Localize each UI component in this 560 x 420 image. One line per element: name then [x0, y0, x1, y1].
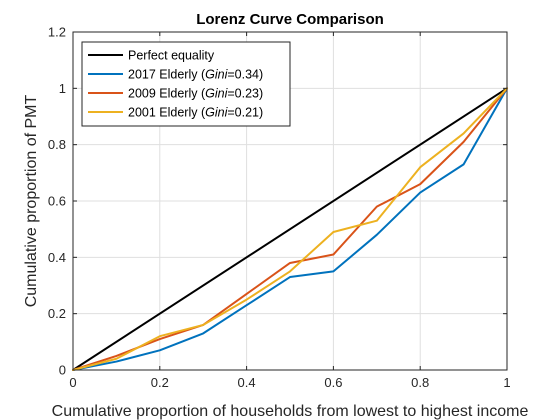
legend-label-2: 2009 Elderly (Gini=0.23) — [128, 87, 263, 101]
series-layer — [72, 87, 508, 371]
x-tick-label: 0.2 — [151, 375, 169, 390]
x-tick-label: 0.8 — [411, 375, 429, 390]
legend-label-part: 2017 Elderly ( — [128, 68, 206, 82]
y-tick-label: 1.2 — [48, 25, 66, 40]
y-tick-label: 0.4 — [48, 250, 66, 265]
label-layer: Lorenz Curve Comparison Cumulative propo… — [23, 11, 528, 420]
legend-label-part: =0.23) — [227, 87, 263, 101]
legend-label-part: Gini — [205, 106, 228, 120]
y-tick-label: 1 — [59, 81, 66, 96]
chart-title: Lorenz Curve Comparison — [196, 11, 384, 28]
legend-label-0: Perfect equality — [128, 49, 215, 63]
legend-label-part: 2009 Elderly ( — [128, 87, 206, 101]
x-tick-label: 0 — [69, 375, 76, 390]
x-axis-title: Cumulative proportion of households from… — [52, 403, 529, 420]
series-line-3 — [72, 87, 508, 371]
legend-label-part: Gini — [205, 68, 228, 82]
legend-label-part: Perfect equality — [128, 49, 215, 63]
legend-label-3: 2001 Elderly (Gini=0.21) — [128, 106, 263, 120]
series-line-0 — [72, 87, 508, 371]
series-line-1 — [72, 87, 508, 371]
x-tick-label: 0.6 — [324, 375, 342, 390]
x-tick-label: 0.4 — [238, 375, 256, 390]
legend-label-part: =0.34) — [227, 68, 263, 82]
legend-label-part: Gini — [205, 87, 228, 101]
legend-label-part: =0.21) — [227, 106, 263, 120]
legend-label-1: 2017 Elderly (Gini=0.34) — [128, 68, 263, 82]
legend-label-part: 2001 Elderly ( — [128, 106, 206, 120]
y-tick-label: 0.2 — [48, 306, 66, 321]
tick-layer: 0 0.2 0.4 0.6 0.8 1 0 0.2 0.4 0.6 0.8 1 1.2 — [48, 25, 511, 391]
y-tick-label: 0.6 — [48, 194, 66, 209]
x-tick-label: 1 — [503, 375, 510, 390]
y-tick-label: 0 — [59, 363, 66, 378]
y-axis-title: Cumulative proportion of PMT — [23, 95, 40, 308]
y-tick-label: 0.8 — [48, 137, 66, 152]
